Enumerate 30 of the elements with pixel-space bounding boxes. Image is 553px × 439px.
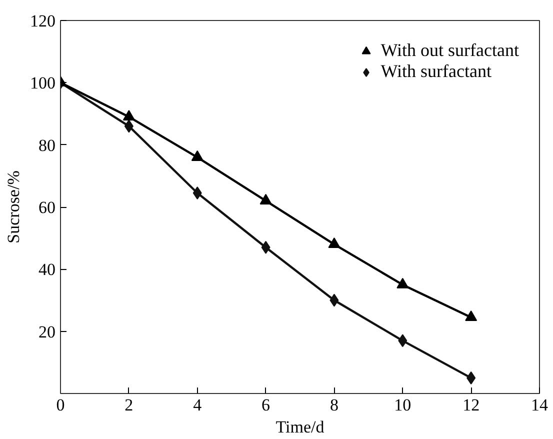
legend-label: With out surfactant [380,40,519,61]
x-tick-label: 2 [124,396,134,414]
y-tick-label: 20 [38,322,56,342]
y-tick-label: 100 [30,74,56,93]
point [261,240,270,254]
point [466,371,476,384]
point [396,278,409,288]
y-tick-label: 120 [30,12,56,30]
x-tick-label: 8 [330,396,338,414]
point [330,294,339,307]
y-tick-label: 40 [38,260,56,280]
x-axis-title: Time/d [276,418,325,436]
point [124,120,134,133]
y-axis-title: Sucrose/% [4,170,23,244]
point [260,194,272,204]
y-tick-label: 80 [38,136,56,155]
x-tick-label: 14 [531,396,548,414]
point [398,334,408,348]
point [328,237,340,248]
x-tick-label: 10 [394,396,412,414]
x-tick-label: 6 [262,396,270,414]
point [122,110,135,121]
x-tick-label: 4 [193,396,202,414]
point [465,310,478,322]
x-tick-label: 12 [462,396,480,414]
point [191,150,204,161]
x-tick-label: 0 [56,396,65,414]
legend-label: With surfactant [380,61,492,82]
y-tick-label: 60 [38,198,56,217]
point [192,186,202,200]
